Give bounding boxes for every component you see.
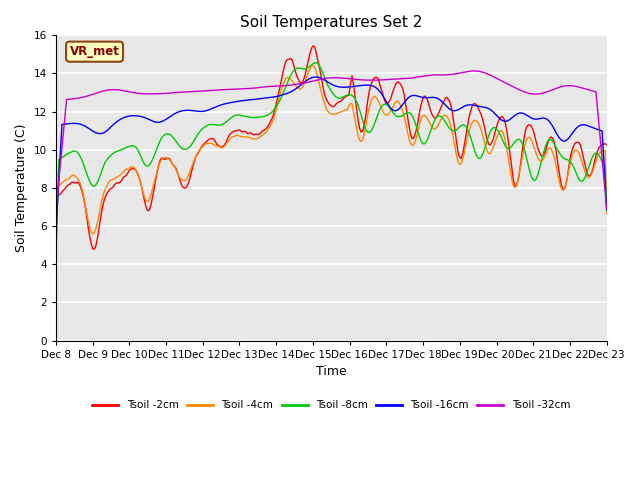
Legend: Tsoil -2cm, Tsoil -4cm, Tsoil -8cm, Tsoil -16cm, Tsoil -32cm: Tsoil -2cm, Tsoil -4cm, Tsoil -8cm, Tsoi… — [88, 396, 574, 415]
Text: VR_met: VR_met — [70, 45, 120, 58]
Title: Soil Temperatures Set 2: Soil Temperatures Set 2 — [240, 15, 422, 30]
X-axis label: Time: Time — [316, 365, 347, 378]
Y-axis label: Soil Temperature (C): Soil Temperature (C) — [15, 124, 28, 252]
